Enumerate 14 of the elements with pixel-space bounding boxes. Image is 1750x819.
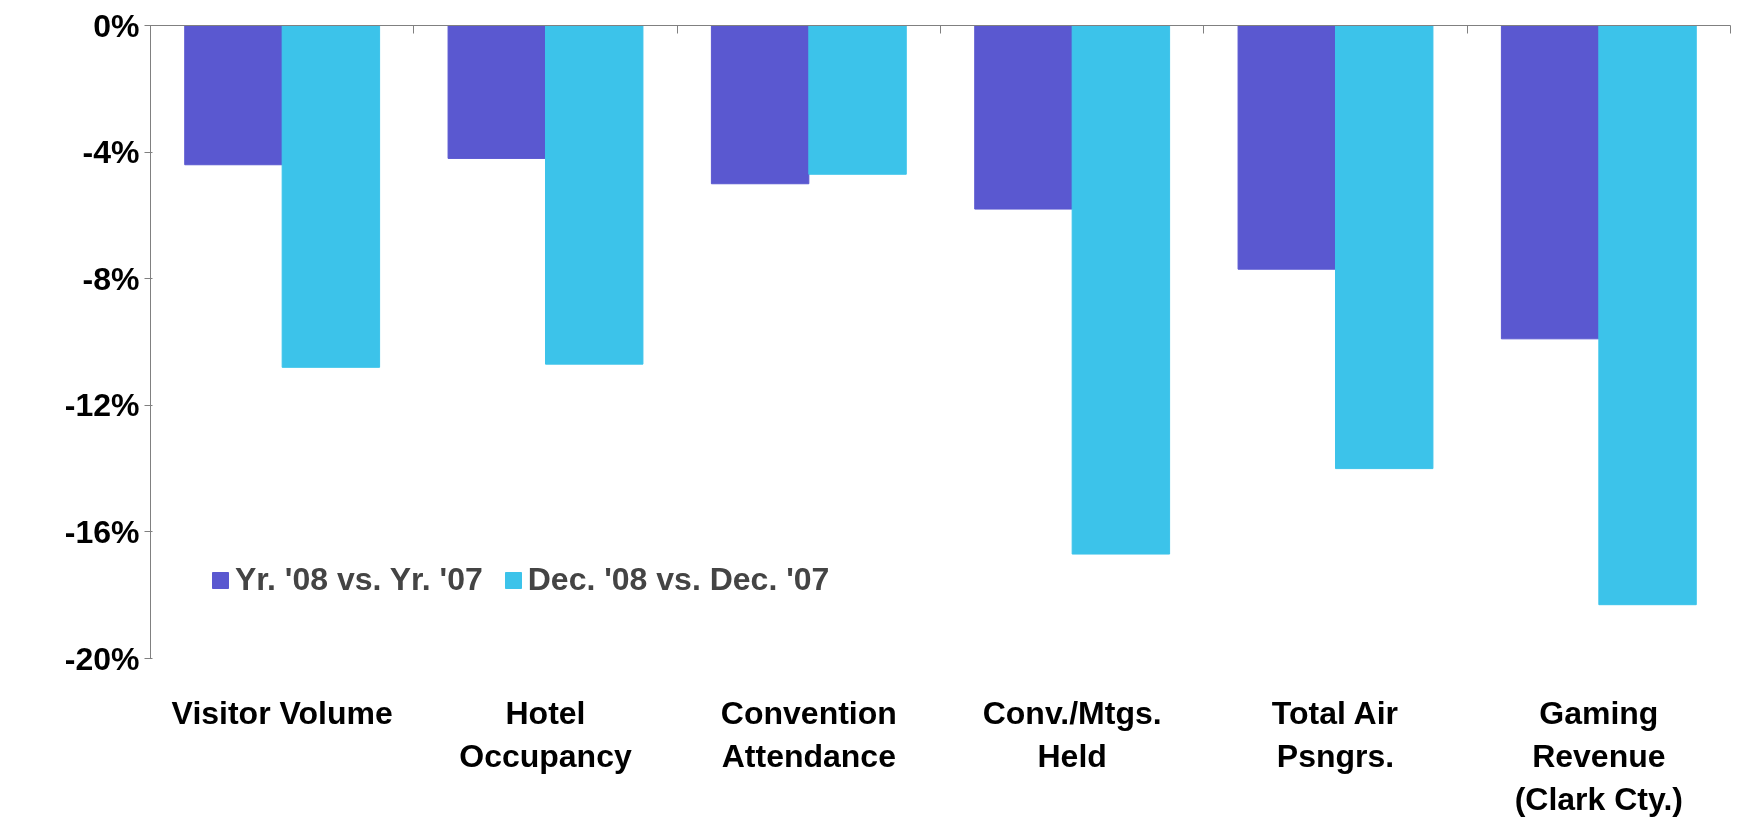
y-tick-label: 0%	[93, 7, 140, 44]
x-tick-label: Hotel Occupancy	[459, 694, 632, 774]
y-tick-label: -20%	[64, 640, 140, 677]
x-tick-label: Total Air Psngrs.	[1271, 694, 1399, 774]
y-tick-label: -4%	[82, 134, 140, 171]
x-tick-label: Gaming Revenue (Clark Cty.)	[1514, 694, 1683, 817]
y-tick-label: -8%	[82, 260, 140, 297]
y-tick-label: -12%	[64, 387, 140, 424]
x-tick-label: Visitor Volume	[171, 694, 393, 731]
legend-label: Yr. '08 vs. Yr. '07	[235, 561, 483, 598]
y-tick-label: -16%	[64, 513, 140, 550]
legend-label: Dec. '08 vs. Dec. '07	[527, 561, 830, 598]
x-tick-label: Convention Attendance	[720, 694, 897, 774]
x-tick-label: Conv./Mtgs. Held	[982, 694, 1162, 774]
